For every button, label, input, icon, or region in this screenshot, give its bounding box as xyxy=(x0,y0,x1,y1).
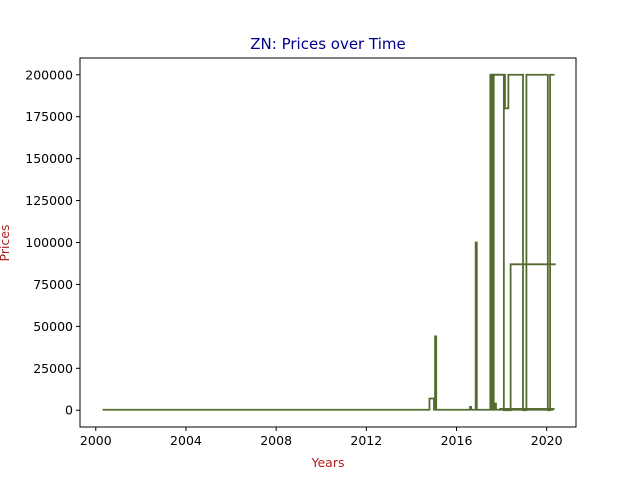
y-tick-label: 100000 xyxy=(25,235,73,250)
y-tick-label: 25000 xyxy=(33,361,73,376)
price-series-line-3 xyxy=(491,73,556,412)
x-tick-label: 2012 xyxy=(350,433,382,448)
y-tick-label: 150000 xyxy=(25,151,73,166)
price-series-line-1 xyxy=(102,73,554,411)
y-tick-label: 125000 xyxy=(25,193,73,208)
chart-title: ZN: Prices over Time xyxy=(250,35,405,53)
y-tick-label: 50000 xyxy=(33,319,73,334)
x-tick-label: 2008 xyxy=(260,433,292,448)
price-series-line-2 xyxy=(490,73,555,412)
plot-lines xyxy=(102,73,556,412)
x-tick-label: 2004 xyxy=(170,433,202,448)
y-tick-label: 175000 xyxy=(25,109,73,124)
y-tick-label: 75000 xyxy=(33,277,73,292)
x-axis-label: Years xyxy=(311,455,345,470)
x-tick-label: 2016 xyxy=(441,433,473,448)
y-tick-label: 200000 xyxy=(25,67,73,82)
y-axis-ticks: 0 25000 50000 75000 100000 125000 150000 175000… xyxy=(25,67,80,418)
x-tick-label: 2020 xyxy=(531,433,563,448)
y-tick-label: 0 xyxy=(65,403,73,418)
y-axis-label: Prices xyxy=(0,224,12,261)
x-tick-label: 2000 xyxy=(80,433,112,448)
x-axis-ticks: 2000 2004 2008 2012 2016 2020 xyxy=(80,427,563,448)
